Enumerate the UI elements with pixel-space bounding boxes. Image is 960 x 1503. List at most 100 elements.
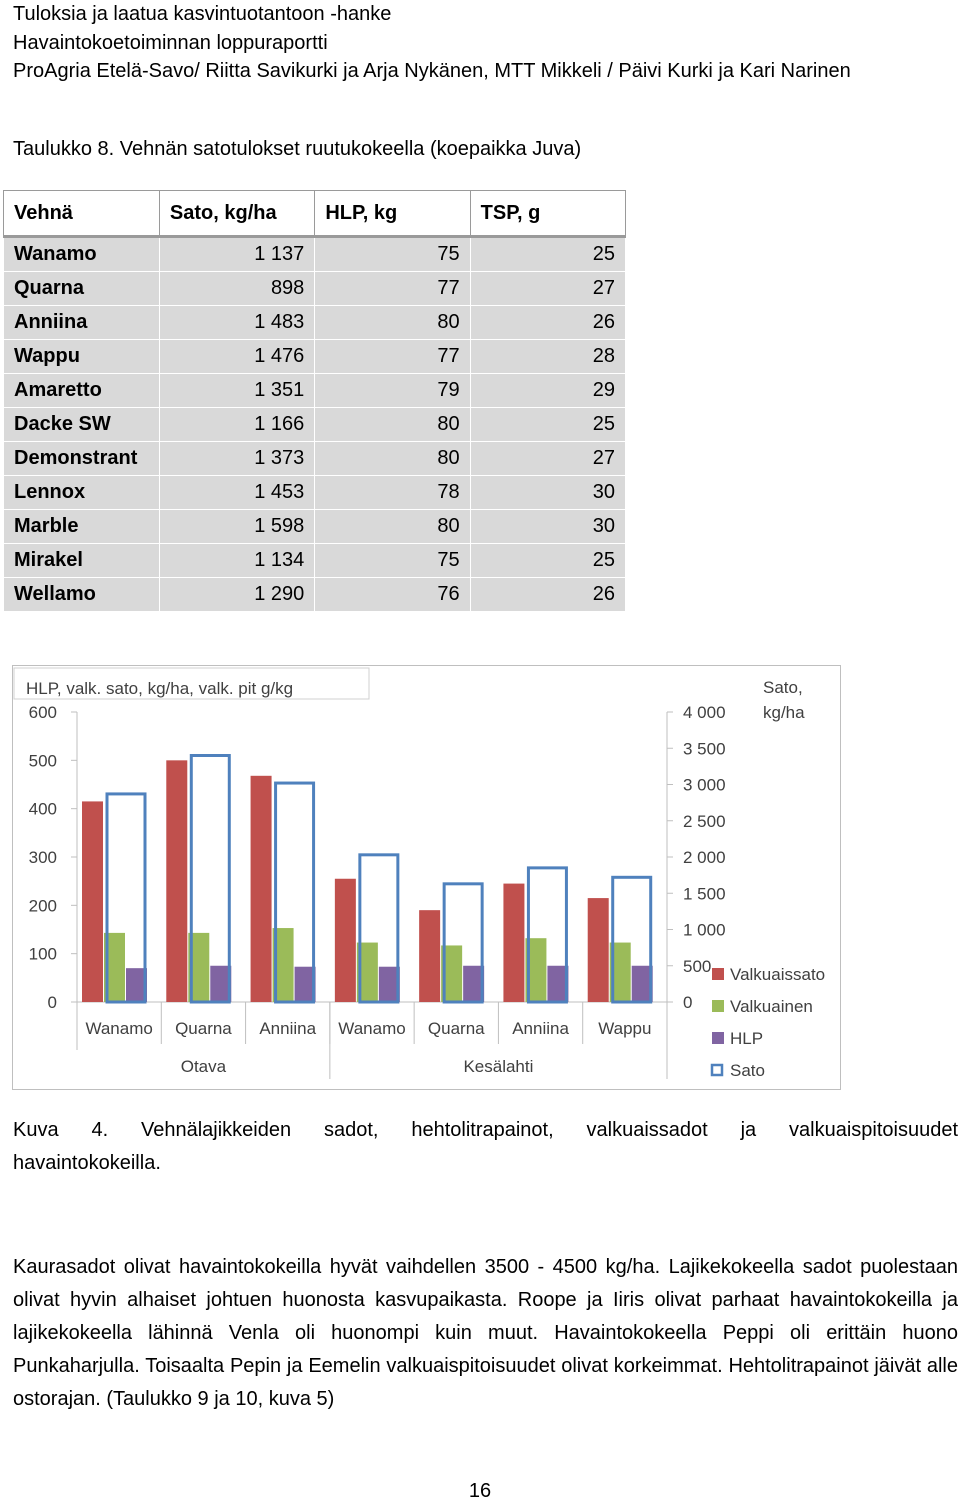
value-cell: 1 290 bbox=[158, 577, 316, 612]
table-row: Demonstrant 1 373 80 27 bbox=[3, 441, 627, 476]
figure-caption-line-1: Kuva 4. Vehnälajikkeiden sadot, hehtolit… bbox=[13, 1119, 958, 1141]
left-tick-label: 200 bbox=[29, 896, 57, 915]
value-cell: 1 134 bbox=[158, 543, 316, 578]
value-cell: 1 483 bbox=[158, 305, 316, 340]
chart-legend: Valkuaissato Valkuainen HLP Sato bbox=[710, 965, 825, 1080]
value-cell: 1 453 bbox=[158, 475, 316, 510]
bar-valkuaissato bbox=[166, 760, 188, 1002]
body-paragraph: Kaurasadot olivat havaintokokeilla hyvät… bbox=[13, 1256, 958, 1410]
bar-outline-sato bbox=[526, 866, 568, 1004]
value-cell: 28 bbox=[469, 339, 627, 374]
bar-valkuainen bbox=[525, 938, 547, 1002]
category-label: Wappu bbox=[598, 1019, 651, 1038]
value-cell: 1 351 bbox=[158, 373, 316, 408]
bar-hlp bbox=[294, 966, 316, 1002]
page-header: Tuloksia ja laatua kasvintuotantoon -han… bbox=[13, 0, 851, 86]
category-label: Wanamo bbox=[85, 1019, 152, 1038]
page-number: 16 bbox=[468, 1480, 492, 1502]
table-row: Anniina 1 483 80 26 bbox=[3, 305, 627, 340]
value-cell: 77 bbox=[314, 271, 471, 306]
bar-valkuaissato bbox=[419, 910, 441, 1002]
bar-outline-sato bbox=[611, 875, 653, 1004]
header-line-2: Havaintokoetoiminnan loppuraportti bbox=[13, 31, 328, 54]
figure-caption-line-2: havaintokokeilla. bbox=[13, 1152, 161, 1174]
value-cell: 79 bbox=[314, 373, 471, 408]
left-tick-label: 400 bbox=[29, 800, 57, 819]
left-tick-label: 500 bbox=[29, 751, 57, 770]
right-axis-title-line-1: Sato, bbox=[763, 678, 803, 697]
category-label: Anniina bbox=[512, 1019, 569, 1038]
left-tick-label: 600 bbox=[29, 703, 57, 722]
right-tick-label: 2 000 bbox=[683, 848, 726, 867]
bar-hlp bbox=[463, 965, 485, 1002]
table-row: Amaretto 1 351 79 29 bbox=[3, 373, 627, 408]
column-header: Sato, kg/ha bbox=[158, 190, 316, 238]
variety-cell: Wellamo bbox=[3, 577, 160, 612]
yield-table: Vehnä Sato, kg/ha HLP, kg TSP, g Wanamo 1… bbox=[3, 190, 627, 612]
legend-label: Sato bbox=[730, 1061, 765, 1080]
bar-valkuainen bbox=[272, 928, 294, 1002]
table-row: Quarna 898 77 27 bbox=[3, 271, 627, 306]
bar-outline-sato bbox=[358, 853, 400, 1004]
table-row: Mirakel 1 134 75 25 bbox=[3, 543, 627, 578]
bar-valkuainen bbox=[356, 942, 378, 1002]
value-cell: 80 bbox=[314, 407, 471, 442]
table-row: Wellamo 1 290 76 26 bbox=[3, 577, 627, 612]
category-label: Wanamo bbox=[338, 1019, 405, 1038]
value-cell: 1 166 bbox=[158, 407, 316, 442]
chart-bars bbox=[82, 754, 653, 1004]
legend-label: Valkuaissato bbox=[730, 965, 825, 984]
value-cell: 77 bbox=[314, 339, 471, 374]
bar-valkuaissato bbox=[587, 898, 609, 1002]
variety-cell: Wanamo bbox=[3, 236, 160, 272]
variety-cell: Mirakel bbox=[3, 543, 160, 578]
value-cell: 30 bbox=[469, 509, 627, 544]
category-label: Quarna bbox=[175, 1019, 232, 1038]
bar-hlp bbox=[210, 965, 232, 1002]
value-cell: 76 bbox=[314, 577, 471, 612]
value-cell: 80 bbox=[314, 509, 471, 544]
right-tick-label: 4 000 bbox=[683, 703, 726, 722]
value-cell: 1 373 bbox=[158, 441, 316, 476]
value-cell: 80 bbox=[314, 441, 471, 476]
bar-valkuainen bbox=[104, 932, 125, 1002]
right-axis-title-line-2: kg/ha bbox=[763, 703, 805, 722]
category-label: Quarna bbox=[428, 1019, 485, 1038]
left-axis-title: HLP, valk. sato, kg/ha, valk. pit g/kg bbox=[26, 679, 293, 698]
value-cell: 1 598 bbox=[158, 509, 316, 544]
variety-cell: Demonstrant bbox=[3, 441, 160, 476]
value-cell: 26 bbox=[469, 305, 627, 340]
value-cell: 26 bbox=[469, 577, 627, 612]
left-axis-title-box bbox=[13, 667, 370, 700]
group-label: Kesälahti bbox=[463, 1057, 533, 1076]
group-label: Otava bbox=[181, 1057, 227, 1076]
right-tick-label: 3 500 bbox=[683, 739, 726, 758]
table-body: Wanamo 1 137 75 25 Quarna 898 77 27 Anniina 1 483… bbox=[3, 236, 627, 612]
value-cell: 27 bbox=[469, 271, 627, 306]
bar-valkuaissato bbox=[82, 801, 103, 1002]
value-cell: 75 bbox=[314, 543, 471, 578]
right-tick-label: 500 bbox=[683, 957, 711, 976]
value-cell: 898 bbox=[158, 271, 316, 306]
bar-valkuainen bbox=[441, 945, 463, 1002]
table-header-row: Vehnä Sato, kg/ha HLP, kg TSP, g bbox=[3, 190, 627, 238]
variety-cell: Dacke SW bbox=[3, 407, 160, 442]
legend-swatch bbox=[712, 1000, 724, 1012]
table-row: Lennox 1 453 78 30 bbox=[3, 475, 627, 510]
right-tick-label: 2 500 bbox=[683, 812, 726, 831]
yield-chart: HLP, valk. sato, kg/ha, valk. pit g/kg S… bbox=[12, 665, 841, 1090]
chart-labels: 0 100 200 300 400 500 600 0 500 1 000 1 500 2 000 2 … bbox=[29, 703, 726, 1076]
value-cell: 80 bbox=[314, 305, 471, 340]
bar-hlp bbox=[126, 968, 147, 1002]
header-line-1: Tuloksia ja laatua kasvintuotantoon -han… bbox=[13, 3, 392, 25]
right-tick-label: 1 000 bbox=[683, 921, 726, 940]
bar-valkuaissato bbox=[334, 878, 356, 1002]
left-tick-label: 0 bbox=[48, 993, 57, 1012]
value-cell: 1 476 bbox=[158, 339, 316, 374]
variety-cell: Marble bbox=[3, 509, 160, 544]
legend-swatch bbox=[712, 1032, 724, 1044]
legend-label: HLP bbox=[730, 1029, 763, 1048]
legend-label: Valkuainen bbox=[730, 997, 813, 1016]
value-cell: 1 137 bbox=[158, 236, 316, 272]
bar-valkuainen bbox=[188, 932, 210, 1002]
